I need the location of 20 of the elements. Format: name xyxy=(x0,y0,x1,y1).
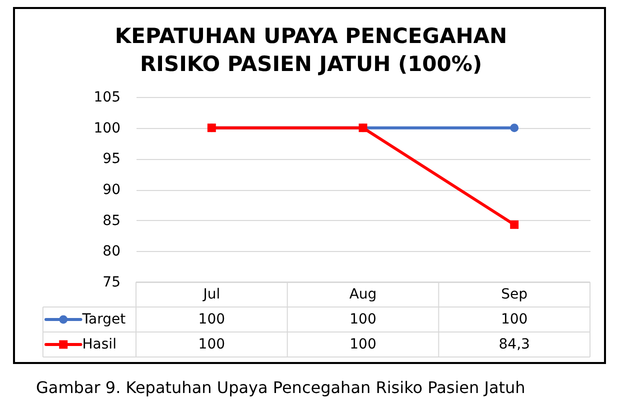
data-label: 100 xyxy=(198,336,226,352)
x-tick-label: Jul xyxy=(202,286,220,302)
chart-title: KEPATUHAN UPAYA PENCEGAHAN RISIKO PASIEN JATUH (100%) xyxy=(114,24,508,76)
x-tick-label: Sep xyxy=(501,286,528,302)
y-tick-label: 80 xyxy=(102,244,120,260)
data-label: 100 xyxy=(350,312,376,328)
data-label: 84,3 xyxy=(498,336,530,352)
text: Gambar 9. Kepatuhan Upaya Pencegahan Risiko Pasien Jatuh xyxy=(36,378,526,397)
data-label: 100 xyxy=(198,312,226,328)
legend-label: Hasil xyxy=(82,336,116,352)
y-tick-label: 90 xyxy=(102,182,120,198)
y-tick-label: 85 xyxy=(102,212,120,229)
data-label: 100 xyxy=(500,312,528,328)
y-tick-label: 75 xyxy=(102,274,120,290)
y-tick-label: 105 xyxy=(94,90,120,106)
data-label: 100 xyxy=(350,336,376,352)
x-tick-label: Aug xyxy=(349,286,377,302)
legend-label: Target xyxy=(81,312,126,328)
y-tick-label: 95 xyxy=(102,151,120,168)
y-tick-label: 100 xyxy=(94,120,120,136)
